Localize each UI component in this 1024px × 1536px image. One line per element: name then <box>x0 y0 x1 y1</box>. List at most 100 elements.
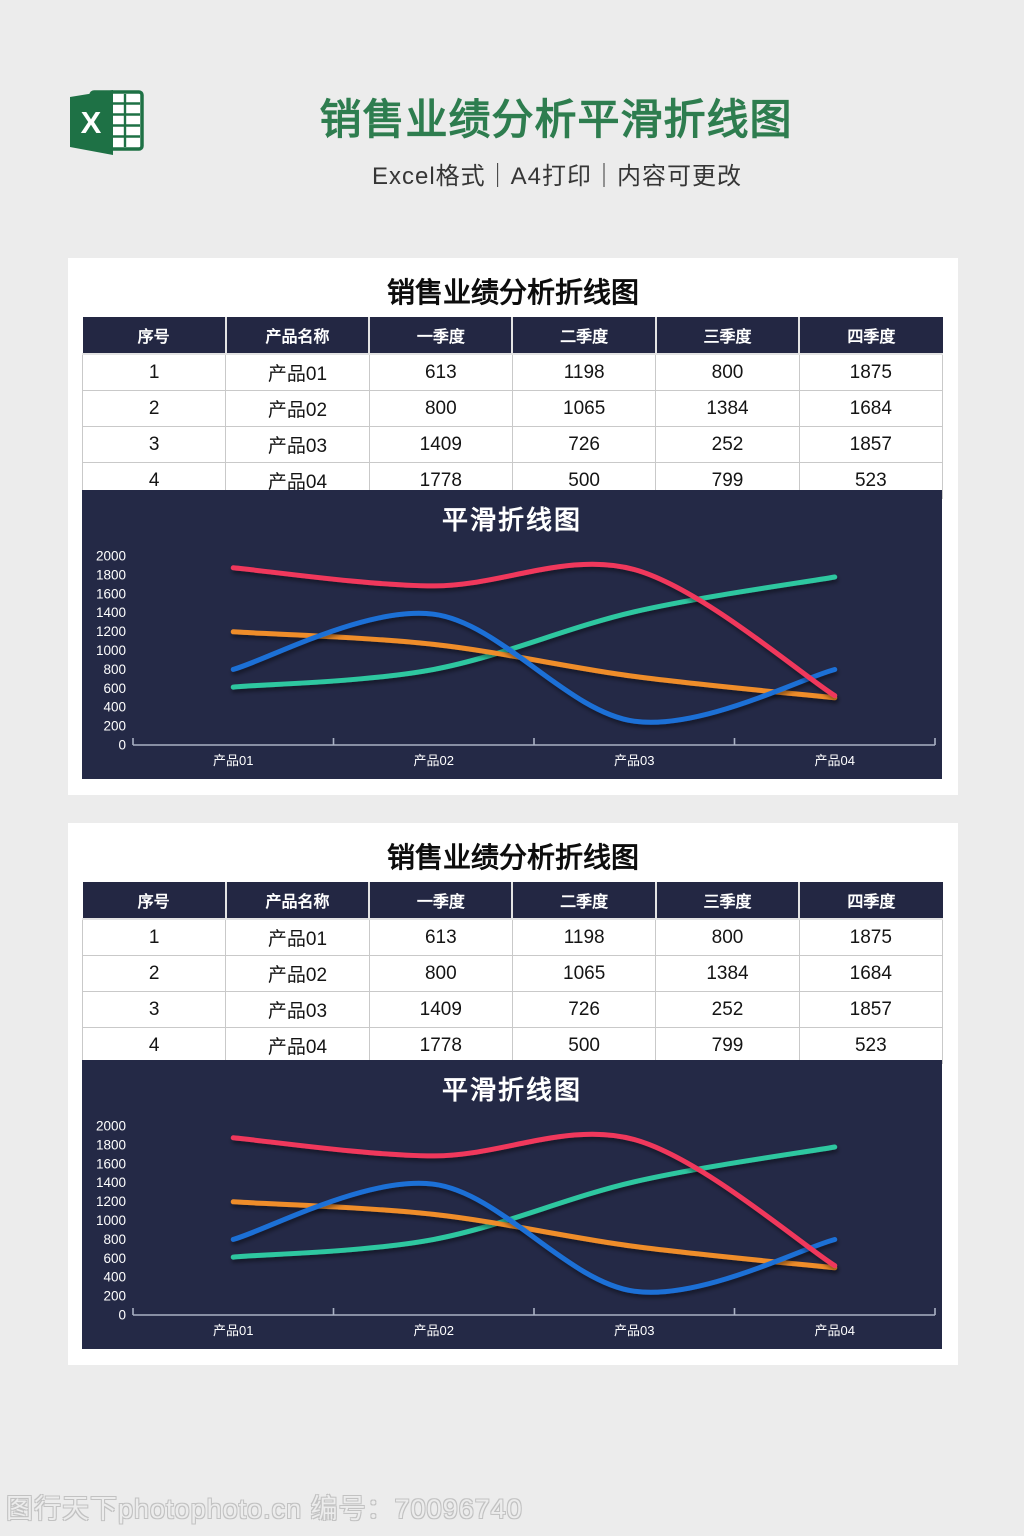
table-row: 2 产品02 800 1065 1384 1684 <box>81 955 944 992</box>
table-cell: 252 <box>655 991 800 1028</box>
table-title: 销售业绩分析折线图 <box>386 842 639 873</box>
table-row: 3 产品03 1409 726 252 1857 <box>81 991 944 1028</box>
y-axis-tick-label: 2000 <box>96 549 126 564</box>
y-axis-tick-label: 1800 <box>96 567 126 582</box>
table-cell: 产品03 <box>225 426 370 463</box>
x-axis-category-label: 产品04 <box>815 1323 855 1338</box>
y-axis-tick-label: 1800 <box>96 1137 126 1152</box>
preview-card-1: 销售业绩分析折线图 序号 产品名称 一季度 二季度 三季度 四季度 1 产品01 613 119… <box>68 258 958 795</box>
y-axis-tick-label: 2000 <box>96 1119 126 1134</box>
table-cell: 726 <box>511 991 657 1028</box>
table-row: 1 产品01 613 1198 800 1875 <box>81 918 944 956</box>
excel-logo-letter: X <box>81 105 102 140</box>
table-cell: 4 <box>81 1027 227 1064</box>
series-line-3 <box>230 1180 838 1295</box>
table-cell: 523 <box>798 1027 944 1064</box>
chart-title: 平滑折线图 <box>441 505 582 535</box>
watermark-text: 图行天下photophoto.cn 编号：70096740 <box>6 1494 523 1524</box>
chart-panel: 平滑折线图 0 200 400 600 800 1000 1200 1400 1600 1800 2… <box>82 1060 942 1349</box>
y-axis-tick-label: 600 <box>103 1251 126 1266</box>
table-cell: 1684 <box>798 390 944 427</box>
y-axis-tick-label: 200 <box>103 719 126 734</box>
x-axis-category-label: 产品03 <box>614 753 654 768</box>
table-cell: 800 <box>368 955 513 992</box>
table-header-cell: 二季度 <box>511 882 657 920</box>
page-subtitle: Excel格式｜A4打印｜内容可更改 <box>371 163 743 190</box>
series-line-4 <box>230 561 838 699</box>
preview-card-2: 销售业绩分析折线图 序号 产品名称 一季度 二季度 三季度 四季度 1 产品01 613 119… <box>68 823 958 1365</box>
table-row: 3 产品03 1409 726 252 1857 <box>81 426 944 463</box>
x-axis-category-label: 产品01 <box>213 1323 253 1338</box>
y-axis-tick-label: 1600 <box>96 586 126 601</box>
y-axis-tick-label: 200 <box>103 1289 126 1304</box>
table-cell: 613 <box>368 353 513 391</box>
y-axis-tick-label: 1600 <box>96 1156 126 1171</box>
y-axis-tick-label: 1000 <box>96 643 126 658</box>
y-axis-tick-label: 1000 <box>96 1213 126 1228</box>
table-header-cell: 一季度 <box>368 317 514 355</box>
series-line-3 <box>230 610 838 725</box>
table-cell: 800 <box>655 918 800 956</box>
y-axis-tick-label: 400 <box>103 700 126 715</box>
table-header-row: 序号 产品名称 一季度 二季度 三季度 四季度 <box>82 882 943 920</box>
x-axis-category-label: 产品04 <box>815 753 855 768</box>
table-cell: 613 <box>368 918 513 956</box>
excel-logo-cover <box>70 90 113 155</box>
table-header-cell: 三季度 <box>654 317 801 355</box>
table-header-cell: 序号 <box>82 882 227 920</box>
table-cell: 800 <box>368 390 513 427</box>
y-axis-tick-label: 1200 <box>96 1194 126 1209</box>
x-axis-category-label: 产品02 <box>414 753 454 768</box>
table-cell: 产品03 <box>225 991 370 1028</box>
series-line-1 <box>230 1144 838 1260</box>
smooth-line-chart: 0 200 400 600 800 1000 1200 1400 1600 1800 2000 产品0… <box>96 1119 936 1338</box>
table-cell: 1065 <box>511 955 657 992</box>
table-cell: 2 <box>81 390 227 427</box>
y-axis-tick-label: 0 <box>118 1308 126 1323</box>
chart-title: 平滑折线图 <box>441 1075 582 1105</box>
y-axis-tick-label: 1200 <box>96 624 126 639</box>
table-cell: 1778 <box>368 1027 513 1064</box>
sales-table-wrap: 序号 产品名称 一季度 二季度 三季度 四季度 1 产品01 613 1198 800 1875 2 产… <box>81 317 944 499</box>
table-header-cell: 产品名称 <box>224 317 371 355</box>
table-title: 销售业绩分析折线图 <box>386 277 639 308</box>
y-axis-tick-label: 0 <box>118 738 126 753</box>
table-cell: 799 <box>655 1027 800 1064</box>
table-cell: 500 <box>511 1027 657 1064</box>
table-cell: 1384 <box>655 390 800 427</box>
excel-logo-icon: X <box>70 90 144 155</box>
table-cell: 1198 <box>511 353 657 391</box>
table-header-cell: 四季度 <box>798 317 943 355</box>
sales-table: 序号 产品名称 一季度 二季度 三季度 四季度 1 产品01 613 1198 800 1875 2 产… <box>81 882 944 1064</box>
table-cell: 1409 <box>368 426 513 463</box>
table-header-row: 序号 产品名称 一季度 二季度 三季度 四季度 <box>82 317 943 355</box>
table-cell: 1384 <box>655 955 800 992</box>
table-cell: 3 <box>81 426 227 463</box>
table-cell: 产品04 <box>225 1027 370 1064</box>
table-header-cell: 四季度 <box>798 882 943 920</box>
sales-table: 序号 产品名称 一季度 二季度 三季度 四季度 1 产品01 613 1198 800 1875 2 产… <box>81 317 944 499</box>
table-header-cell: 三季度 <box>654 882 801 920</box>
y-axis-tick-label: 1400 <box>96 1175 126 1190</box>
x-axis-category-label: 产品02 <box>414 1323 454 1338</box>
sales-table-wrap: 序号 产品名称 一季度 二季度 三季度 四季度 1 产品01 613 1198 800 1875 2 产… <box>81 882 944 1064</box>
series-line-1 <box>230 574 838 690</box>
y-axis-tick-label: 400 <box>103 1270 126 1285</box>
table-header-cell: 序号 <box>82 317 227 355</box>
table-cell: 252 <box>655 426 800 463</box>
table-cell: 产品02 <box>225 390 370 427</box>
table-cell: 产品01 <box>225 918 370 956</box>
y-axis-tick-label: 800 <box>103 662 126 677</box>
table-cell: 3 <box>81 991 227 1028</box>
table-cell: 1684 <box>798 955 944 992</box>
table-cell: 1857 <box>798 426 944 463</box>
page-title: 销售业绩分析平滑折线图 <box>319 96 793 143</box>
y-axis-tick-label: 800 <box>103 1232 126 1247</box>
table-cell: 1198 <box>511 918 657 956</box>
table-cell: 1409 <box>368 991 513 1028</box>
table-cell: 1 <box>81 353 227 391</box>
table-cell: 1875 <box>798 353 944 391</box>
smooth-line-chart: 0 200 400 600 800 1000 1200 1400 1600 1800 2000 产品0… <box>96 549 936 768</box>
chart-panel: 平滑折线图 0 200 400 600 800 1000 1200 1400 1600 1800 2… <box>82 490 942 779</box>
series-line-4 <box>230 1131 838 1269</box>
